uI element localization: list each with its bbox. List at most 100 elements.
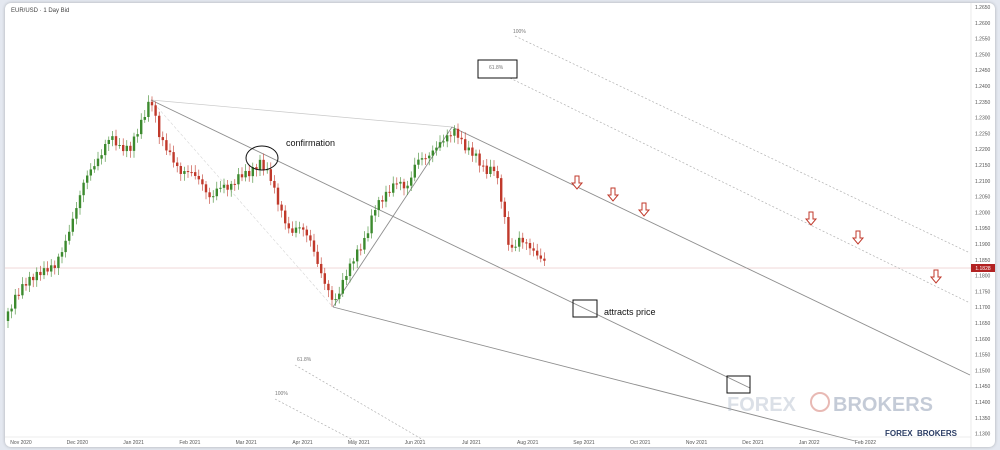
candle-body [287,223,290,229]
time-tick-label: Jan 2022 [799,440,820,446]
candle-body [114,136,118,146]
candle-body [305,229,308,236]
pitchfork-drawing [150,35,971,442]
candle-body [276,187,280,205]
candle-body [248,170,251,177]
fib-100-upper-line [514,35,971,254]
candle-body [424,158,427,160]
time-tick-label: Feb 2021 [179,440,200,446]
candle-body [352,261,355,264]
time-tick-label: Apr 2021 [292,440,313,446]
candle-body [186,171,190,173]
candle-body [536,250,539,256]
confirmation-label: confirmation [286,138,335,148]
candle-body [420,158,424,160]
candle-body [521,237,524,243]
time-tick-label: Jun 2021 [405,440,426,446]
candle-body [219,187,222,189]
median-target-box [726,375,751,394]
candle-body [388,191,391,193]
candle-body [255,167,258,170]
candle-body [431,150,434,156]
candle-body [474,153,478,156]
candle-body [10,308,13,312]
candle-body [518,237,521,247]
candle-body [478,153,481,166]
candle-body [399,181,402,184]
candle-body [129,145,132,151]
candle-body [53,265,56,268]
price-tick-label: 1.2500 [975,52,991,58]
candle-body [496,171,499,179]
candle-body [381,200,384,202]
candle-body [323,273,326,284]
candle-body [204,184,208,193]
candle-body [503,201,506,217]
fib-618-highlight-box [477,59,518,79]
candle-body [327,283,330,291]
candle-body [348,263,352,277]
candle-body [6,311,10,321]
candle-body [233,183,236,185]
candle-body [338,293,341,300]
candle-body [240,174,244,178]
median-line [150,99,751,389]
attracts-price-label: attracts price [604,307,656,317]
pitchfork-handle-line [150,99,334,308]
candle-body [413,164,416,178]
candle-body [366,233,370,238]
candle-body [492,166,496,172]
candle-body [158,115,161,138]
candle-body [392,183,395,193]
watermark-globe-icon [810,392,830,412]
candle-body [438,142,442,148]
candle-body [309,235,312,241]
candle-body [449,135,452,137]
candle-body [215,188,218,197]
candle-body [50,265,53,272]
price-tick-label: 1.1450 [975,384,991,390]
time-axis: Nov 2020 Dec 2020 Jan 2021 Feb 2021 Mar 2021… [10,440,876,446]
candle-body [35,271,38,281]
candle-body [57,256,60,268]
down-arrow-icon [637,202,651,217]
candle-body [489,166,492,174]
logo-forex: FOREX [885,429,913,438]
candle-body [24,284,28,286]
candle-body [543,258,546,261]
candle-body [143,117,146,120]
price-tick-label: 1.1400 [975,400,991,406]
fib-label-618-top: 61.8% [489,65,504,71]
candle-body [532,248,535,251]
price-tick-label: 1.2450 [975,68,991,74]
down-arrow-icon [804,211,818,226]
candle-body [125,145,128,152]
candle-body [64,240,67,253]
price-tick-label: 1.2650 [975,5,991,11]
time-tick-label: Sep 2021 [573,440,595,446]
candle-body [96,158,100,167]
down-arrow-icon [929,269,943,284]
price-tick-label: 1.2150 [975,163,991,169]
price-tick-label: 1.2350 [975,100,991,106]
time-tick-label: Dec 2020 [67,440,89,446]
candle-body [104,143,107,156]
down-arrows [570,175,943,284]
fib-618-upper-line [509,77,971,304]
candle-body [341,279,344,294]
time-tick-label: Jan 2021 [123,440,144,446]
candle-body [78,195,82,209]
fib-label-618-bottom: 61.8% [297,357,312,363]
candle-body [147,101,150,118]
candle-body [237,174,240,185]
down-arrow-icon [606,187,620,202]
candle-body [460,137,463,140]
time-tick-label: Jul 2021 [462,440,481,446]
candle-body [471,147,474,156]
candle-body [179,166,182,174]
candle-body [446,135,449,142]
price-tick-label: 1.2550 [975,37,991,43]
candle-body [154,105,157,116]
candle-body [298,227,301,229]
